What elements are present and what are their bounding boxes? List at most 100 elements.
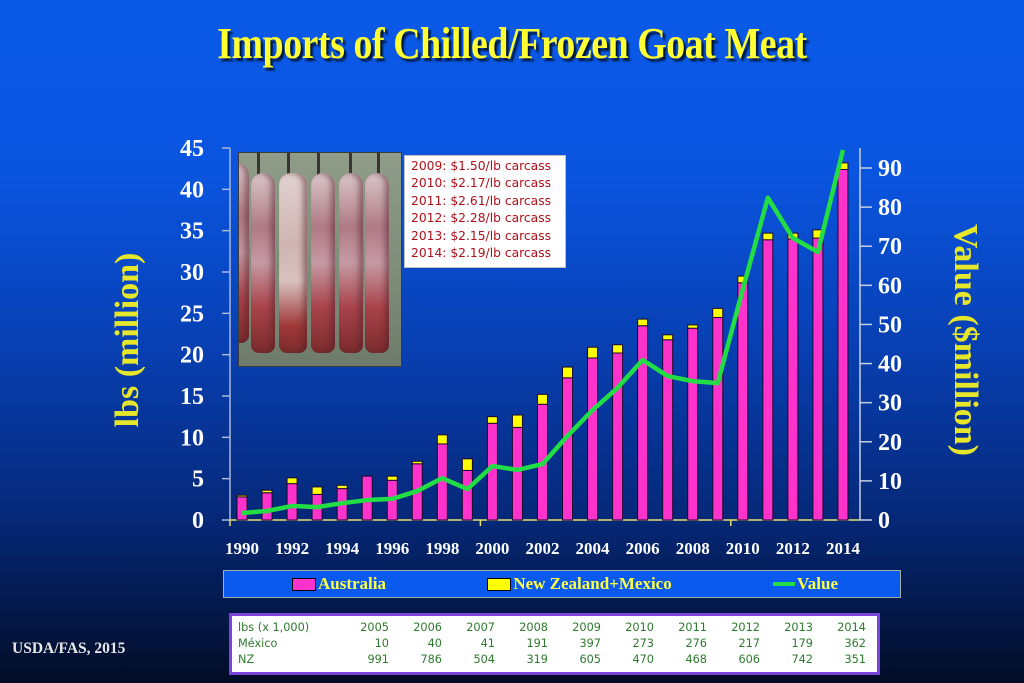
right-tick-label: 80 [878,195,902,221]
right-tick-label: 10 [878,469,902,495]
hook-icon [377,153,380,175]
price-note: 2014: $2.19/lb carcass [411,246,552,261]
x-tick-label: 2000 [475,539,509,558]
right-tick-label: 30 [878,391,902,417]
x-tick-label: 1992 [275,539,309,558]
nz-mexico-swatch-icon [487,577,512,591]
right-tick-label: 20 [878,430,902,456]
price-annotation-box: 2009: $1.50/lb carcass 2010: $2.17/lb ca… [404,155,566,268]
table-row-label: NZ [238,653,255,666]
australia-bar [837,168,849,521]
carcass-shape [279,173,307,353]
australia-bar [511,426,523,521]
nz-mexico-bar [261,489,273,494]
table-header-year: 2007 [466,621,495,634]
nz-mexico-bar [336,484,348,490]
hook-icon [287,153,290,175]
table-cell: 470 [632,653,654,666]
x-tick-label: 2008 [676,539,710,558]
table-header-year: 2010 [625,621,654,634]
table-cell: 41 [480,637,495,650]
price-note: 2012: $2.28/lb carcass [411,211,552,226]
price-note: 2011: $2.61/lb carcass [411,193,552,208]
value-line [241,149,846,516]
right-tick-label: 50 [878,312,902,338]
table-cell: 319 [526,653,548,666]
table-cell: 217 [738,637,760,650]
nz-mexico-bar [286,477,298,485]
x-tick-label: 1994 [325,539,360,558]
australia-bar [637,325,649,521]
table-header-year: 2013 [784,621,813,634]
x-tick-label: 1990 [225,539,259,558]
right-tick-label: 70 [878,234,902,260]
australia-bar [587,357,599,521]
x-tick-label: 2006 [626,539,660,558]
nz-mexico-bar [486,416,498,424]
carcass-shape [251,173,275,353]
left-tick-label: 20 [180,343,204,369]
australia-bar [236,496,248,521]
australia-bar [286,483,298,521]
chart-legend: Australia New Zealand+Mexico Value [223,570,901,598]
table-header-year: 2012 [731,621,760,634]
table-cell: 605 [579,653,601,666]
table-cell: 468 [685,653,707,666]
table-header-row: lbs (x 1,000) 2005 2006 2007 2008 2009 2… [238,620,877,636]
nz-mexico-bar [511,414,523,428]
australia-bar [687,327,699,521]
table-cell: 362 [844,637,866,650]
table-cell: 10 [374,637,389,650]
left-tick-label: 10 [180,425,204,451]
table-header-label: lbs (x 1,000) [238,621,310,634]
source-credit: USDA/FAS, 2015 [12,640,126,657]
chart-title: Imports of Chilled/Frozen Goat Meat [217,19,807,68]
australia-bar [612,352,624,521]
right-tick-label: 60 [878,273,902,299]
right-tick-label: 90 [878,156,902,182]
x-tick-label: 2012 [776,539,810,558]
left-tick-label: 35 [180,219,204,245]
carcass-shape [311,173,335,353]
nz-mexico-bar [687,324,699,329]
australia-bar [461,469,473,521]
australia-swatch-icon [292,577,316,591]
table-row-nz: NZ 991 786 504 319 605 470 468 606 742 3… [238,652,877,668]
x-tick-label: 1996 [375,539,409,558]
table-header-year: 2011 [678,621,707,634]
legend-item-value: Value [773,574,838,594]
hook-icon [257,153,260,175]
table-cell: 786 [420,653,442,666]
table-cell: 742 [791,653,813,666]
table-cell: 606 [738,653,760,666]
table-cell: 276 [685,637,707,650]
table-header-year: 2005 [360,621,389,634]
nz-mexico-bar [637,318,649,327]
left-tick-label: 45 [180,136,204,162]
x-tick-label: 1998 [425,539,459,558]
nz-mexico-bar [236,494,248,498]
nz-mexico-bar [762,232,774,241]
carcass-shape [365,173,389,353]
australia-bar [261,492,273,521]
table-header-year: 2006 [413,621,442,634]
australia-bar [562,377,574,521]
table-header-year: 2014 [837,621,866,634]
table-cell: 40 [427,637,442,650]
table-row-mexico: México 10 40 41 191 397 273 276 217 179 … [238,636,877,652]
left-tick-label: 15 [180,384,204,410]
nz-mexico-bar [411,460,423,465]
bar-series [236,162,849,521]
x-tick-label: 2004 [576,539,611,558]
legend-item-australia: Australia [292,574,386,594]
x-tick-label: 2010 [726,539,760,558]
australia-bar [712,316,724,521]
table-cell: 351 [844,653,866,666]
legend-label: Australia [318,574,386,593]
nz-mexico-bar [712,307,724,318]
australia-bar [762,239,774,521]
hook-icon [349,153,352,175]
nz-mexico-bar [386,475,398,481]
table-cell: 273 [632,637,654,650]
